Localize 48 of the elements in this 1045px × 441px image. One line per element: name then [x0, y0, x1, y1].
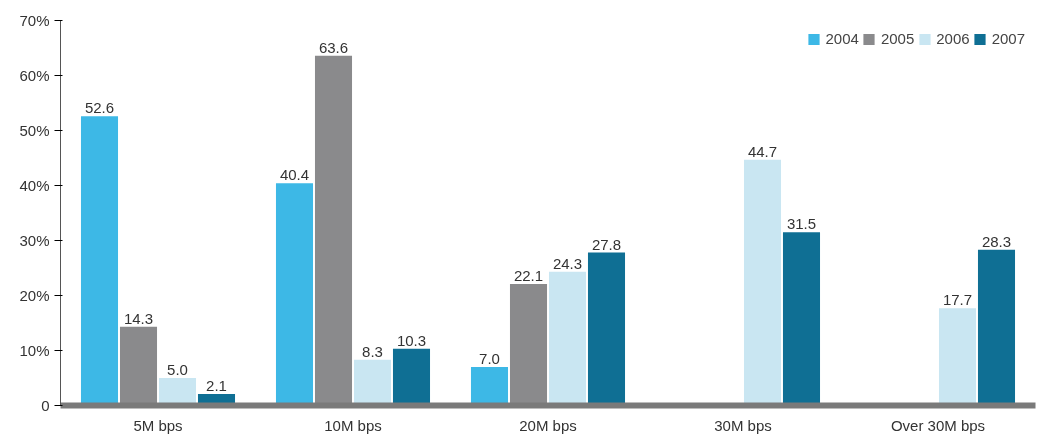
bar — [80, 116, 119, 406]
bar — [938, 308, 977, 406]
data-label: 40.4 — [279, 166, 310, 184]
y-tick-label: 60% — [19, 67, 50, 84]
x-tick-label: 5M bps — [133, 416, 183, 434]
bar — [119, 326, 158, 406]
legend-label: 2004 — [825, 30, 859, 47]
y-tick-label: 70% — [19, 12, 50, 29]
y-tick-label: 40% — [19, 177, 50, 194]
data-label: 5.0 — [167, 361, 188, 378]
data-label: 52.6 — [84, 99, 115, 117]
data-label: 22.1 — [513, 266, 544, 284]
data-label: 10.3 — [396, 331, 427, 349]
bar — [275, 183, 314, 406]
bar — [470, 367, 509, 406]
data-label: 44.7 — [747, 142, 778, 160]
x-tick-label: 20M bps — [519, 416, 577, 434]
y-tick-label: 0 — [41, 397, 50, 414]
x-tick-label: 10M bps — [324, 416, 382, 434]
data-label: 2.1 — [206, 376, 227, 394]
x-tick-label: Over 30M bps — [890, 416, 986, 434]
y-tick-label: 20% — [19, 287, 50, 304]
y-tick-label: 10% — [19, 342, 50, 359]
bar — [392, 348, 431, 406]
bar — [158, 378, 197, 406]
data-label: 63.6 — [318, 38, 349, 56]
data-label: 28.3 — [981, 232, 1012, 250]
y-tick-label: 50% — [19, 122, 50, 139]
bar — [587, 252, 626, 406]
bar — [743, 159, 782, 406]
data-label: 24.3 — [552, 254, 583, 272]
data-label: 17.7 — [942, 291, 973, 309]
bar — [509, 283, 548, 406]
data-label: 8.3 — [362, 342, 383, 360]
data-label: 27.8 — [591, 235, 622, 253]
data-label: 31.5 — [786, 215, 817, 233]
legend-label: 2007 — [991, 30, 1025, 47]
data-label: 14.3 — [123, 309, 154, 327]
y-tick-label: 30% — [19, 232, 50, 249]
bar — [353, 359, 392, 406]
legend-label: 2005 — [880, 30, 915, 47]
data-label: 7.0 — [479, 350, 500, 367]
legend-label: 2006 — [936, 30, 970, 47]
bar — [782, 232, 821, 406]
x-tick-label: 30M bps — [714, 416, 772, 434]
bar — [314, 55, 353, 406]
bar — [548, 271, 587, 406]
bar — [977, 249, 1016, 406]
